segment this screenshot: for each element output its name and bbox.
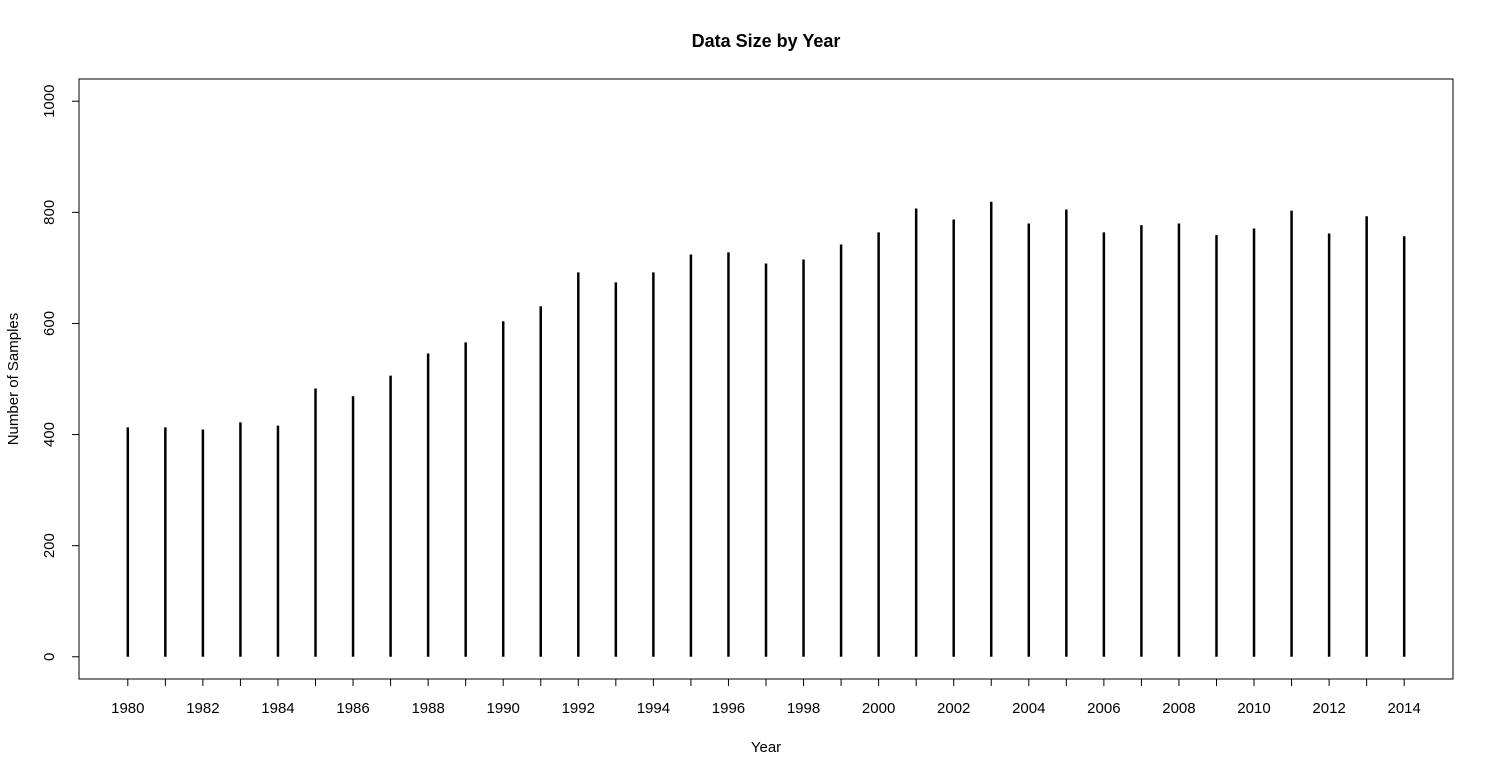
x-axis-label: Year	[751, 739, 781, 756]
x-tick-label-1980: 1980	[111, 700, 144, 717]
bars-group	[126, 201, 1406, 657]
y-axis: 0 200 400 600 800 1000	[41, 85, 80, 661]
y-tick-label-400: 400	[41, 422, 58, 447]
x-tick-label-2014: 2014	[1388, 700, 1421, 717]
x-tick-label-1988: 1988	[411, 700, 444, 717]
x-tick-label-2004: 2004	[1012, 700, 1045, 717]
y-tick-label-0: 0	[41, 653, 58, 661]
y-tick-label-200: 200	[41, 533, 58, 558]
y-tick-label-600: 600	[41, 311, 58, 336]
chart-title: Data Size by Year	[692, 31, 841, 51]
x-tick-label-2012: 2012	[1312, 700, 1345, 717]
x-tick-label-1996: 1996	[712, 700, 745, 717]
x-tick-label-1986: 1986	[336, 700, 369, 717]
x-tick-label-2008: 2008	[1162, 700, 1195, 717]
x-tick-label-1992: 1992	[562, 700, 595, 717]
y-tick-label-800: 800	[41, 200, 58, 225]
y-tick-label-1000: 1000	[41, 85, 58, 118]
x-tick-label-2010: 2010	[1237, 700, 1270, 717]
x-tick-label-1994: 1994	[637, 700, 670, 717]
x-tick-label-2000: 2000	[862, 700, 895, 717]
x-tick-label-1998: 1998	[787, 700, 820, 717]
x-tick-label-1990: 1990	[487, 700, 520, 717]
x-tick-label-2006: 2006	[1087, 700, 1120, 717]
x-tick-label-1984: 1984	[261, 700, 294, 717]
x-tick-label-1982: 1982	[186, 700, 219, 717]
x-axis: 1980 1982 1984 1986 1988 1990 1992 1994 1996 1998…	[111, 678, 1421, 717]
y-axis-label: Number of Samples	[5, 313, 22, 446]
x-tick-label-2002: 2002	[937, 700, 970, 717]
